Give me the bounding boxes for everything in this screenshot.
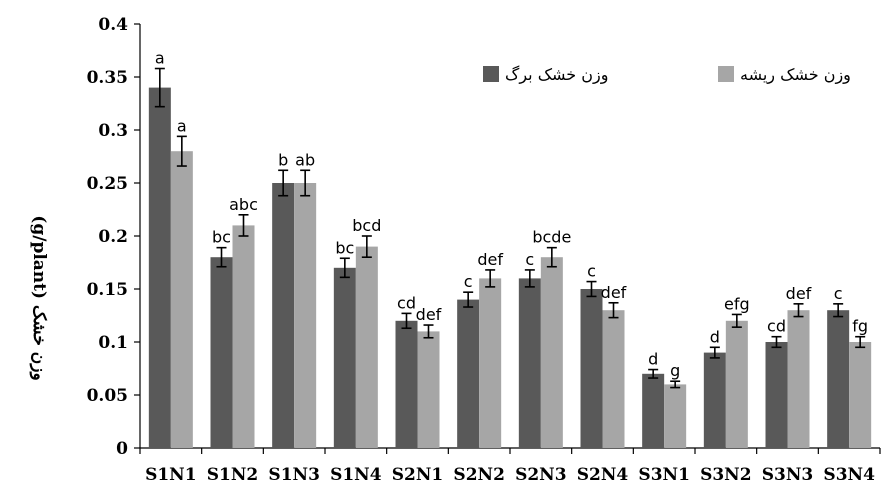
y-tick-label: 0.25 xyxy=(87,174,128,194)
significance-label: cd xyxy=(767,317,786,336)
y-axis-title: وزن خشک (g/plant) xyxy=(29,215,49,380)
bar xyxy=(355,246,378,448)
significance-label: cd xyxy=(397,293,416,312)
y-tick-label: 0.15 xyxy=(87,280,128,300)
bar xyxy=(148,87,171,448)
legend: وزن خشک برگ وزن خشک ریشه xyxy=(483,65,851,85)
bar xyxy=(725,320,748,448)
y-tick-label: 0 xyxy=(116,439,128,459)
y-axis: 0 0.05 0.1 0.15 0.2 0.25 0.3 0.35 0.4 xyxy=(87,15,141,459)
significance-label: bcde xyxy=(532,228,571,247)
significance-label: c xyxy=(464,272,473,291)
x-tick-label: S2N4 xyxy=(577,465,629,485)
significance-label: bcd xyxy=(352,216,381,235)
y-tick-label: 0.2 xyxy=(98,227,128,247)
bar xyxy=(170,151,193,448)
bar xyxy=(664,384,687,448)
x-tick-label: S3N1 xyxy=(638,465,689,485)
bar xyxy=(479,278,502,448)
y-tick-label: 0.35 xyxy=(87,68,128,88)
significance-label: a xyxy=(177,116,187,135)
significance-label: c xyxy=(525,250,534,269)
x-tick-label: S1N3 xyxy=(268,465,319,485)
significance-label: def xyxy=(477,250,503,269)
significance-label: fg xyxy=(852,317,868,336)
bar xyxy=(294,183,317,448)
x-tick-label: S2N1 xyxy=(392,465,443,485)
x-tick-label: S1N2 xyxy=(207,465,258,485)
bar xyxy=(417,331,440,448)
bars xyxy=(148,87,872,448)
x-tick-label: S1N1 xyxy=(145,465,196,485)
significance-label: abc xyxy=(229,195,258,214)
significance-label: efg xyxy=(724,294,750,313)
bar xyxy=(827,310,850,448)
x-axis: S1N1 S1N2 S1N3 S1N4 S2N1 S2N2 S2N3 S2N4 S3N1 S3N2… xyxy=(139,447,881,485)
significance-label: g xyxy=(670,361,680,380)
bar xyxy=(272,183,295,448)
x-tick-label: S2N2 xyxy=(453,465,504,485)
legend-label: وزن خشک برگ xyxy=(505,65,608,85)
significance-label: def xyxy=(416,305,442,324)
bar xyxy=(232,225,255,448)
bar xyxy=(602,310,625,448)
x-tick-label: S2N3 xyxy=(515,465,566,485)
significance-label: a xyxy=(155,49,165,68)
significance-label: def xyxy=(601,283,627,302)
significance-label: b xyxy=(278,150,288,169)
significance-label: c xyxy=(834,284,843,303)
significance-label: bc xyxy=(335,238,354,257)
significance-label: d xyxy=(710,327,720,346)
y-tick-label: 0.05 xyxy=(87,386,128,406)
bar xyxy=(457,299,480,448)
bar xyxy=(580,289,603,448)
bar xyxy=(210,257,233,448)
x-tick-label: S3N2 xyxy=(700,465,751,485)
significance-label: d xyxy=(648,350,658,369)
significance-label: bc xyxy=(212,228,231,247)
legend-swatch xyxy=(483,66,499,82)
legend-label: وزن خشک ریشه xyxy=(740,65,851,85)
bar xyxy=(787,310,810,448)
y-tick-label: 0.3 xyxy=(98,121,128,141)
significance-label: c xyxy=(587,262,596,281)
significance-label: def xyxy=(786,284,812,303)
bar xyxy=(395,320,418,448)
legend-swatch xyxy=(718,66,734,82)
error-bars xyxy=(154,67,866,389)
significance-label: ab xyxy=(295,150,315,169)
bar xyxy=(642,373,665,448)
x-tick-label: S3N3 xyxy=(762,465,813,485)
y-tick-label: 0.1 xyxy=(98,333,128,353)
bar xyxy=(333,267,356,448)
bar xyxy=(540,257,563,448)
bar xyxy=(703,352,726,448)
bar xyxy=(849,342,872,448)
bar xyxy=(765,342,788,448)
x-tick-label: S3N4 xyxy=(823,465,875,485)
x-tick-label: S1N4 xyxy=(330,465,382,485)
y-tick-label: 0.4 xyxy=(98,15,128,35)
bar xyxy=(518,278,541,448)
